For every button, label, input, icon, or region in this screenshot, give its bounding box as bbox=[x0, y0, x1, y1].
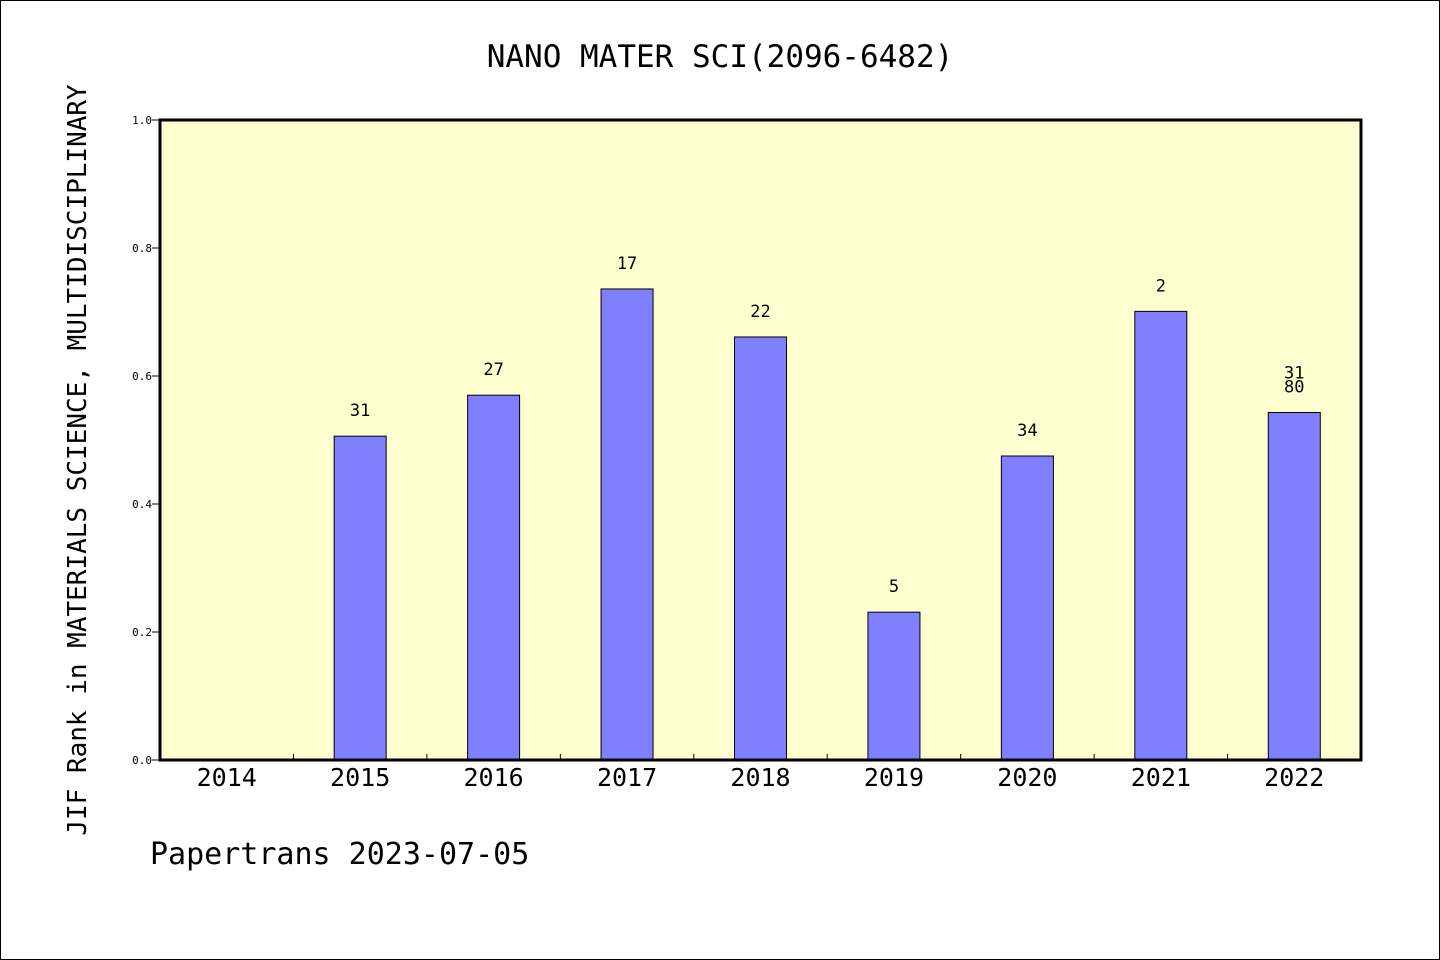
x-tick-label: 2015 bbox=[330, 763, 390, 792]
bar-2020 bbox=[1000, 455, 1054, 761]
y-axis: 0.0 0.2 0.4 0.6 0.8 1.0 bbox=[132, 114, 160, 767]
y-tick-label: 0.2 bbox=[132, 626, 152, 639]
x-tick-label: 2020 bbox=[997, 763, 1057, 792]
data-labels-group: 31 27 17 22 5 34 2 31 80 bbox=[350, 254, 1305, 597]
x-tick-label: 2014 bbox=[197, 763, 257, 792]
bar-2021 bbox=[1134, 310, 1188, 761]
footer-credit: Papertrans 2023-07-05 bbox=[150, 837, 529, 872]
bar-2019 bbox=[867, 611, 921, 761]
bar-label-2021: 2 bbox=[1156, 276, 1166, 296]
y-tick-label: 0.4 bbox=[132, 498, 152, 511]
bar-2022 bbox=[1267, 411, 1321, 761]
bars-group bbox=[333, 288, 1321, 761]
plot-border bbox=[158, 118, 1363, 762]
bar-label-2022: 31 80 bbox=[1284, 363, 1304, 397]
x-tick-label: 2019 bbox=[864, 763, 924, 792]
bar-2015 bbox=[333, 435, 387, 761]
y-tick-label: 1.0 bbox=[132, 114, 152, 127]
bar-label-2015: 31 bbox=[350, 401, 370, 421]
bar-label-2019: 5 bbox=[889, 577, 899, 597]
x-tick-label: 2016 bbox=[464, 763, 524, 792]
x-tick-label: 2017 bbox=[597, 763, 657, 792]
bar-label-2018: 22 bbox=[750, 302, 770, 322]
x-tick-label: 2022 bbox=[1264, 763, 1324, 792]
y-tick-label: 0.8 bbox=[132, 242, 152, 255]
chart-title: NANO MATER SCI(2096-6482) bbox=[487, 39, 954, 75]
y-axis-label: JIF Rank in MATERIALS SCIENCE, MULTIDISC… bbox=[63, 84, 93, 836]
bar-label-2016: 27 bbox=[483, 360, 503, 380]
bar-label-2017: 17 bbox=[617, 254, 637, 274]
y-tick-label: 0.0 bbox=[132, 754, 152, 767]
x-tick-label: 2018 bbox=[730, 763, 790, 792]
x-axis: 2014 2015 2016 2017 2018 2019 2020 2021 2022 bbox=[197, 754, 1324, 792]
y-tick-label: 0.6 bbox=[132, 370, 152, 383]
bar-2017 bbox=[600, 288, 654, 761]
bar-2016 bbox=[467, 394, 521, 761]
bar-2018 bbox=[734, 336, 787, 761]
x-tick-label: 2021 bbox=[1131, 763, 1191, 792]
bar-label-2020: 34 bbox=[1017, 421, 1037, 441]
